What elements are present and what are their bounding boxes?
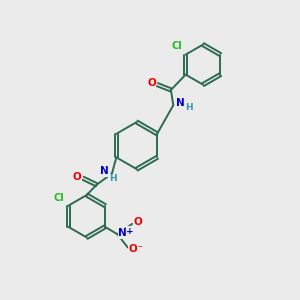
Text: H: H [185, 103, 192, 112]
Text: H: H [109, 174, 116, 183]
Text: O: O [73, 172, 82, 182]
Text: O: O [133, 218, 142, 227]
Text: O: O [147, 78, 156, 88]
Text: N: N [176, 98, 185, 108]
Text: N: N [100, 167, 109, 176]
Text: ⁻: ⁻ [137, 244, 142, 253]
Text: O: O [129, 244, 137, 254]
Text: +: + [126, 227, 134, 236]
Text: Cl: Cl [53, 193, 64, 203]
Text: Cl: Cl [172, 41, 182, 51]
Text: N: N [118, 228, 127, 238]
